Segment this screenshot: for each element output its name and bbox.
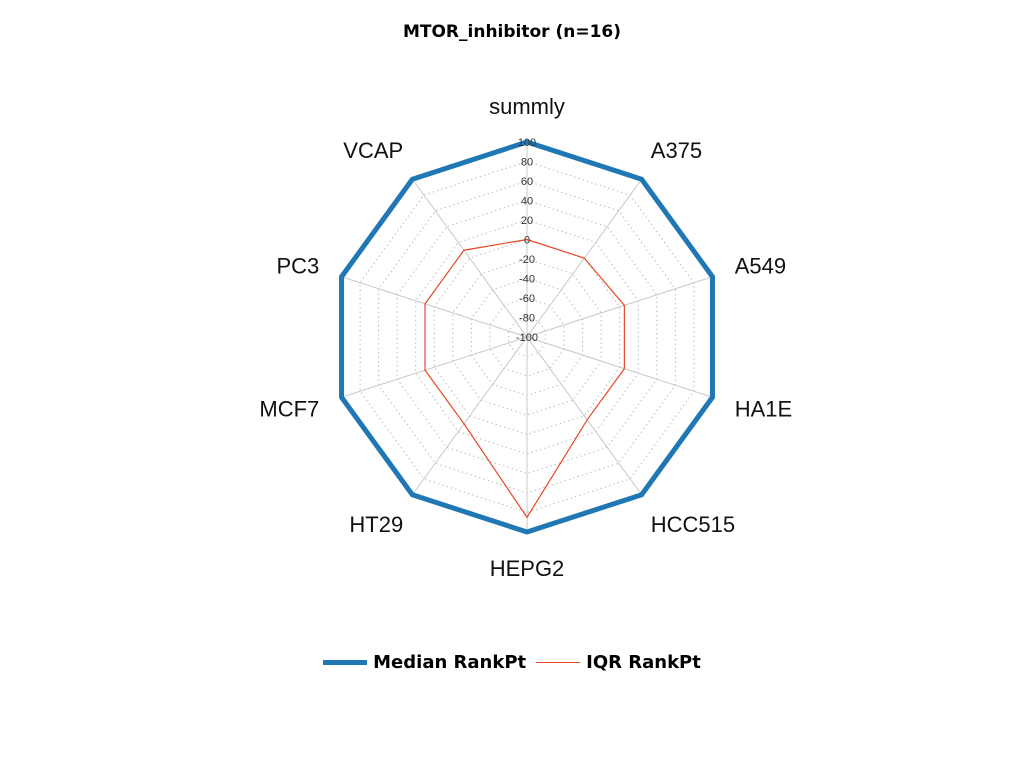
axis-label-hcc515: HCC515 [651, 512, 735, 537]
axis-label-layer: summly A375 A549 HA1E HCC515 HEPG2 HT29 MCF7 PC3… [259, 94, 792, 581]
tick-label: 0 [524, 235, 530, 247]
axis-spoke [411, 336, 528, 496]
tick-label: -100 [516, 332, 538, 344]
grid-ring [507, 316, 547, 358]
tick-label: -20 [519, 254, 535, 266]
legend-label: IQR RankPt [586, 652, 701, 673]
tick-label: -60 [519, 293, 535, 305]
axis-spoke [411, 178, 528, 338]
axis-label-pc3: PC3 [277, 254, 320, 279]
legend-label: Median RankPt [373, 652, 527, 673]
series-line-iqr-rankpt [424, 238, 625, 519]
legend-item: Median RankPt [323, 652, 526, 673]
tick-label: -80 [519, 313, 535, 325]
axis-spoke [341, 276, 528, 338]
axis-spoke [341, 336, 528, 398]
legend: Median RankPt IQR RankPt [0, 652, 1024, 673]
legend-swatch [536, 662, 581, 663]
tick-label: -40 [519, 274, 535, 286]
axis-spoke [526, 336, 643, 496]
axis-label-ht29: HT29 [349, 512, 403, 537]
series-layer [339, 139, 715, 535]
legend-item: IQR RankPt [536, 652, 701, 673]
tick-label: 40 [521, 196, 533, 208]
series-line-median-rankpt [339, 139, 715, 535]
axis-spoke [526, 276, 713, 338]
radar-chart: 100 80 60 40 20 0 -20 -40 -60 -80 -100 summly A375 A… [259, 94, 792, 581]
grid-ring [396, 199, 658, 475]
axis-label-a549: A549 [735, 254, 786, 279]
tick-label: 60 [521, 176, 533, 188]
grid-ring [433, 238, 621, 436]
chart-title: MTOR_inhibitor (n=16) [402, 22, 622, 42]
tick-label: 80 [521, 157, 533, 169]
grid-ring [359, 160, 695, 514]
axis-label-summly: summly [489, 94, 565, 119]
tick-layer: 100 80 60 40 20 0 -20 -40 -60 -80 -100 [516, 137, 538, 344]
tick-label: 20 [521, 215, 533, 227]
axis-label-ha1e: HA1E [735, 396, 792, 421]
axis-label-mcf7: MCF7 [259, 396, 319, 421]
axis-label-vcap: VCAP [343, 138, 403, 163]
axis-spoke [526, 336, 713, 398]
tick-label: 100 [518, 137, 536, 149]
grid-ring [452, 258, 602, 416]
axis-label-hepg2: HEPG2 [490, 556, 565, 581]
legend-swatch [323, 660, 368, 665]
axis-label-a375: A375 [651, 138, 702, 163]
